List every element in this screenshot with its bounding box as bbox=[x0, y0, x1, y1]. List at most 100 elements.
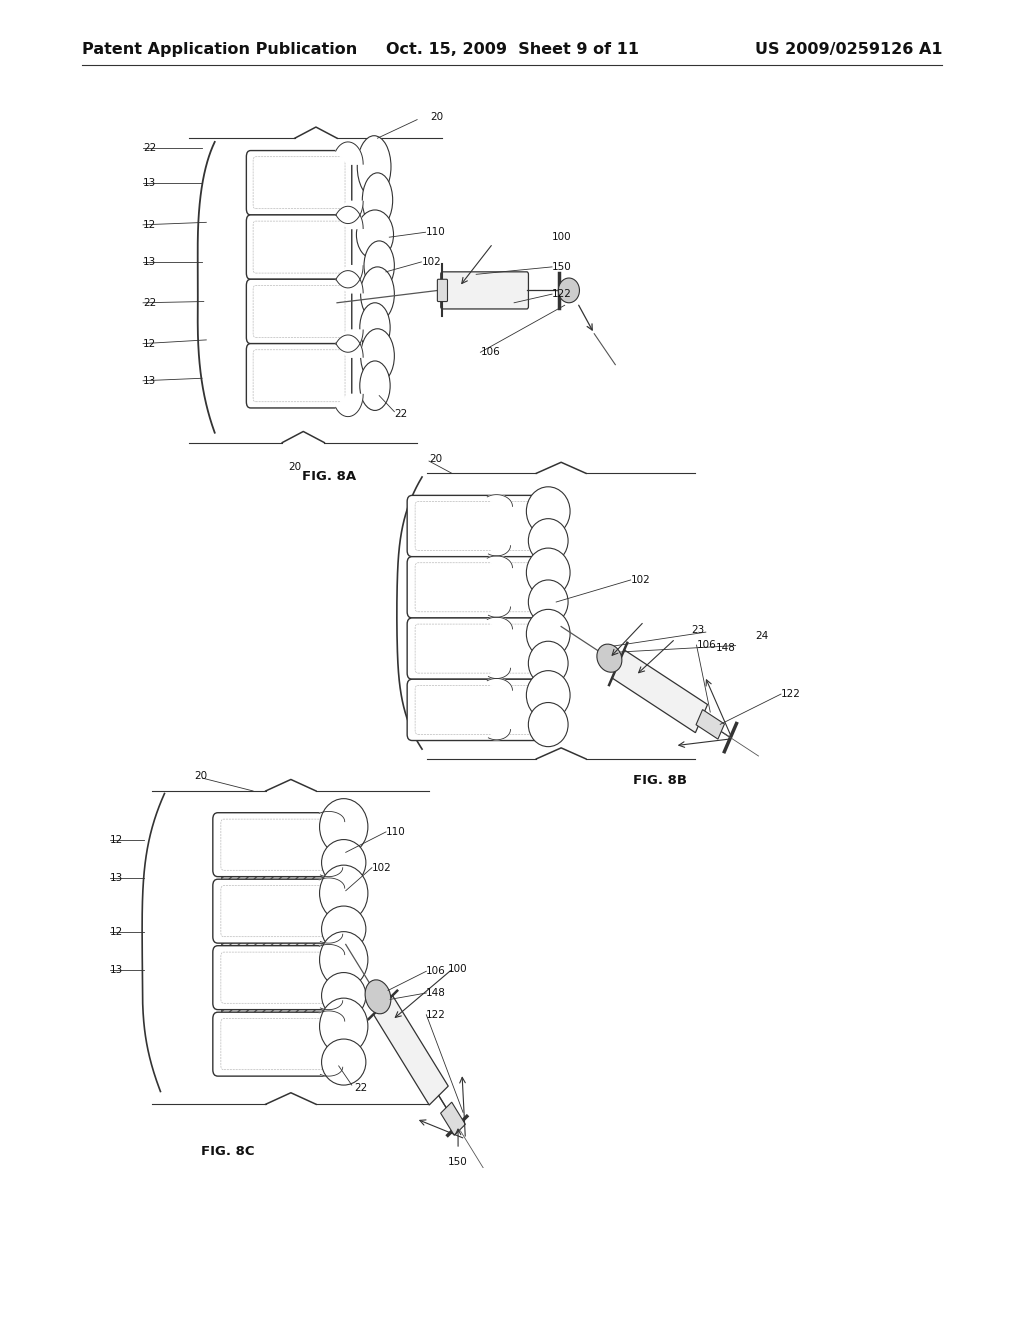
Text: 13: 13 bbox=[143, 376, 157, 385]
Ellipse shape bbox=[359, 302, 390, 352]
Text: 102: 102 bbox=[372, 863, 391, 873]
Ellipse shape bbox=[526, 610, 570, 659]
Ellipse shape bbox=[356, 210, 393, 260]
Text: 150: 150 bbox=[552, 261, 571, 272]
Ellipse shape bbox=[319, 932, 368, 987]
Bar bbox=[415, 607, 539, 628]
FancyBboxPatch shape bbox=[440, 272, 528, 309]
Text: 148: 148 bbox=[426, 987, 446, 998]
FancyBboxPatch shape bbox=[408, 495, 546, 557]
FancyBboxPatch shape bbox=[247, 215, 352, 280]
Text: FIG. 8B: FIG. 8B bbox=[634, 775, 687, 788]
Text: 100: 100 bbox=[447, 964, 467, 974]
Text: 102: 102 bbox=[631, 576, 650, 585]
Polygon shape bbox=[336, 395, 364, 417]
Text: 110: 110 bbox=[386, 826, 406, 837]
Text: 20: 20 bbox=[430, 112, 443, 123]
FancyBboxPatch shape bbox=[247, 343, 352, 408]
Polygon shape bbox=[321, 1067, 343, 1076]
Text: 22: 22 bbox=[394, 409, 408, 420]
Text: 22: 22 bbox=[354, 1082, 367, 1093]
Ellipse shape bbox=[319, 799, 368, 855]
Polygon shape bbox=[321, 867, 343, 876]
Bar bbox=[221, 933, 336, 956]
Ellipse shape bbox=[362, 173, 392, 227]
Polygon shape bbox=[336, 143, 364, 164]
Ellipse shape bbox=[364, 242, 394, 290]
Ellipse shape bbox=[359, 360, 390, 411]
Polygon shape bbox=[319, 1011, 345, 1022]
Text: 20: 20 bbox=[429, 454, 442, 463]
Ellipse shape bbox=[526, 671, 570, 719]
Bar bbox=[254, 268, 344, 290]
Polygon shape bbox=[488, 607, 511, 618]
Text: 148: 148 bbox=[716, 643, 735, 653]
FancyBboxPatch shape bbox=[437, 280, 447, 301]
Text: 12: 12 bbox=[143, 339, 157, 348]
Polygon shape bbox=[336, 265, 364, 288]
Polygon shape bbox=[374, 995, 449, 1105]
Text: US 2009/0259126 A1: US 2009/0259126 A1 bbox=[755, 42, 942, 57]
Ellipse shape bbox=[322, 973, 366, 1019]
Text: 100: 100 bbox=[552, 232, 571, 242]
Ellipse shape bbox=[319, 998, 368, 1055]
Ellipse shape bbox=[360, 267, 394, 321]
Polygon shape bbox=[488, 545, 511, 556]
Text: 106: 106 bbox=[696, 640, 716, 649]
Polygon shape bbox=[696, 710, 725, 739]
Polygon shape bbox=[488, 668, 511, 678]
Ellipse shape bbox=[558, 279, 580, 302]
Text: 13: 13 bbox=[143, 178, 157, 187]
Polygon shape bbox=[336, 206, 364, 228]
Text: 23: 23 bbox=[691, 624, 705, 635]
Text: 106: 106 bbox=[426, 966, 446, 977]
Text: 122: 122 bbox=[426, 1010, 446, 1020]
Ellipse shape bbox=[528, 519, 568, 562]
FancyBboxPatch shape bbox=[408, 557, 546, 618]
FancyBboxPatch shape bbox=[213, 945, 344, 1010]
Polygon shape bbox=[336, 202, 364, 223]
Bar bbox=[254, 333, 344, 355]
Polygon shape bbox=[487, 618, 512, 630]
Text: 22: 22 bbox=[143, 298, 157, 308]
Text: FIG. 8A: FIG. 8A bbox=[301, 470, 355, 483]
Ellipse shape bbox=[322, 1039, 366, 1085]
Text: 20: 20 bbox=[195, 771, 208, 780]
Ellipse shape bbox=[322, 840, 366, 886]
Text: 122: 122 bbox=[781, 689, 801, 700]
FancyBboxPatch shape bbox=[213, 879, 344, 942]
Text: 20: 20 bbox=[289, 462, 301, 473]
Text: 13: 13 bbox=[143, 257, 157, 267]
Bar bbox=[221, 867, 336, 888]
Polygon shape bbox=[319, 878, 345, 888]
FancyBboxPatch shape bbox=[408, 680, 546, 741]
Polygon shape bbox=[336, 330, 364, 352]
Polygon shape bbox=[319, 812, 345, 821]
Text: FIG. 8C: FIG. 8C bbox=[201, 1144, 255, 1158]
FancyBboxPatch shape bbox=[213, 813, 344, 876]
Polygon shape bbox=[336, 271, 364, 293]
Text: 150: 150 bbox=[449, 1156, 468, 1167]
Text: 13: 13 bbox=[111, 873, 123, 883]
Polygon shape bbox=[321, 1001, 343, 1010]
Polygon shape bbox=[319, 944, 345, 954]
Text: 102: 102 bbox=[421, 257, 441, 267]
Ellipse shape bbox=[357, 136, 391, 198]
Text: 12: 12 bbox=[111, 834, 123, 845]
Polygon shape bbox=[440, 1102, 465, 1135]
Polygon shape bbox=[612, 649, 708, 733]
Text: Patent Application Publication: Patent Application Publication bbox=[82, 42, 357, 57]
Ellipse shape bbox=[319, 865, 368, 921]
FancyBboxPatch shape bbox=[247, 280, 352, 343]
Text: 13: 13 bbox=[111, 965, 123, 975]
Bar bbox=[221, 1001, 336, 1022]
Ellipse shape bbox=[366, 979, 391, 1014]
Text: 122: 122 bbox=[552, 289, 572, 300]
Ellipse shape bbox=[528, 579, 568, 624]
Text: 24: 24 bbox=[756, 631, 769, 640]
FancyBboxPatch shape bbox=[247, 150, 352, 215]
Polygon shape bbox=[487, 556, 512, 568]
Bar bbox=[254, 203, 344, 226]
Ellipse shape bbox=[597, 644, 622, 672]
Text: 22: 22 bbox=[143, 143, 157, 153]
